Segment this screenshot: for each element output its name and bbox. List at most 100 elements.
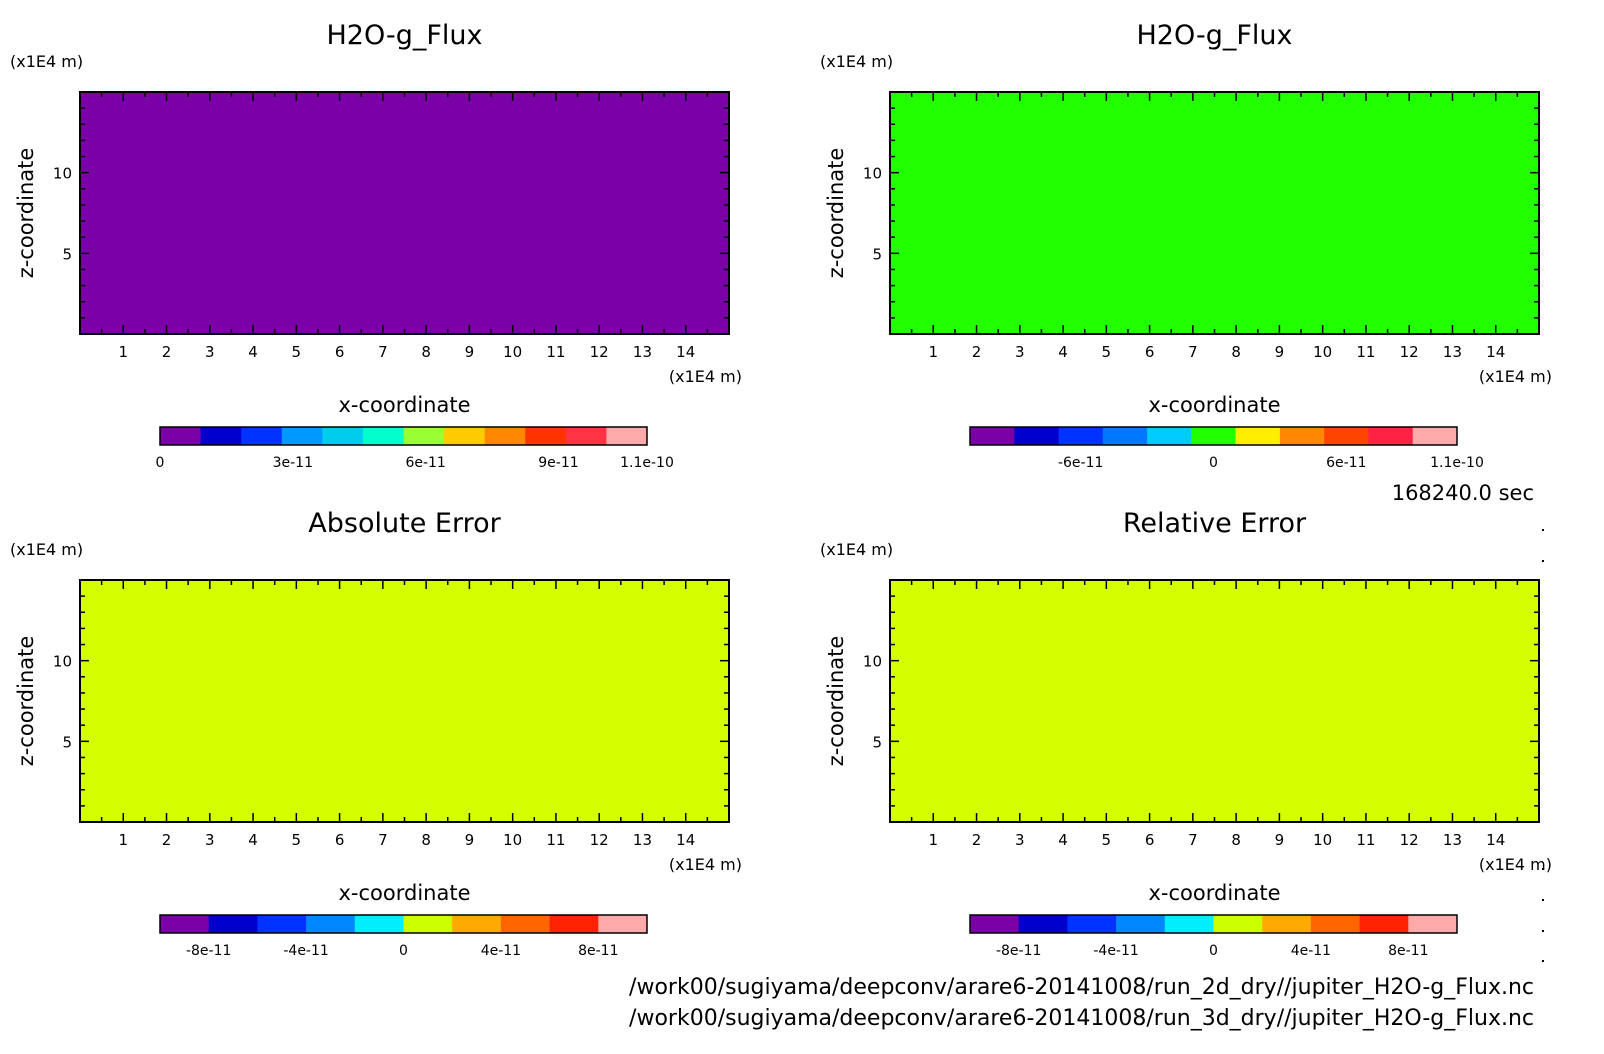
x-tick-label: 1 [928, 343, 938, 361]
x-tick-label: 10 [1313, 831, 1332, 849]
colorbar-segment [200, 427, 242, 445]
colorbar-segment [1368, 427, 1414, 445]
x-tick-label: 11 [1356, 831, 1375, 849]
x-tick-label: 8 [1231, 343, 1241, 361]
colorbar-label: 3e-11 [273, 455, 313, 471]
x-unit-label: (x1E4 m) [669, 855, 742, 874]
y-tick-label: 5 [62, 733, 72, 751]
x-tick-label: 1 [118, 343, 128, 361]
colorbar-segment [565, 427, 607, 445]
x-unit-label: (x1E4 m) [1479, 367, 1552, 386]
y-tick-label: 10 [53, 653, 72, 671]
colorbar-segment [306, 915, 356, 933]
x-tick-label: 12 [1400, 343, 1419, 361]
colorbar-segment [257, 915, 307, 933]
colorbar-label: 8e-11 [578, 943, 618, 959]
x-tick-label: 3 [205, 831, 215, 849]
colorbar-segment [160, 427, 202, 445]
y-tick-label: 5 [62, 245, 72, 263]
x-tick-label: 4 [248, 343, 258, 361]
x-tick-label: 5 [292, 343, 302, 361]
x-tick-label: 7 [378, 343, 388, 361]
colorbar-segment [500, 915, 551, 933]
x-tick-label: 1 [928, 831, 938, 849]
colorbar-segment [970, 427, 1015, 445]
x-tick-label: 13 [633, 831, 652, 849]
colorbar-segment [322, 427, 364, 445]
colorbar-segment [598, 915, 648, 933]
colorbar-label: -8e-11 [186, 943, 231, 959]
colorbar-segment [354, 915, 404, 933]
colorbar-segment [1191, 427, 1237, 445]
y-unit-label: (x1E4 m) [10, 52, 83, 71]
x-unit-label: (x1E4 m) [1479, 855, 1552, 874]
chart-title: H2O-g_Flux [1137, 20, 1293, 51]
y-tick-label: 10 [863, 653, 882, 671]
colorbar-segment [403, 427, 445, 445]
colorbar-segment [1359, 915, 1409, 933]
x-tick-label: 10 [503, 343, 522, 361]
x-tick-label: 5 [1102, 831, 1112, 849]
colorbar-frame [969, 426, 1458, 446]
decor-dot [1542, 560, 1544, 562]
x-tick-label: 13 [1443, 831, 1462, 849]
chart-title: H2O-g_Flux [327, 20, 483, 51]
x-tick-label: 9 [1275, 831, 1285, 849]
y-axis-label: z-coordinate [824, 636, 848, 767]
y-tick-label: 5 [872, 733, 882, 751]
colorbar-segment [208, 915, 258, 933]
x-tick-label: 2 [972, 831, 982, 849]
decor-dot [1542, 868, 1544, 870]
colorbar-segment [1164, 915, 1214, 933]
x-tick-label: 13 [633, 343, 652, 361]
colorbar-segment [1102, 427, 1148, 445]
colorbar-segment [452, 915, 502, 933]
colorbar-label: 0 [1209, 455, 1218, 471]
colorbar-segment [1279, 427, 1325, 445]
colorbar-label: 1.1e-10 [620, 455, 674, 471]
x-tick-label: 2 [162, 831, 172, 849]
colorbar-frame [159, 426, 648, 446]
colorbar-segment [1213, 915, 1263, 933]
x-tick-label: 8 [421, 831, 431, 849]
x-tick-label: 11 [546, 831, 565, 849]
x-tick-label: 4 [248, 831, 258, 849]
colorbar-segment [1310, 915, 1361, 933]
x-tick-label: 6 [1145, 831, 1155, 849]
x-tick-label: 9 [465, 831, 475, 849]
x-tick-label: 11 [546, 343, 565, 361]
x-tick-label: 6 [335, 831, 345, 849]
y-unit-label: (x1E4 m) [820, 540, 893, 559]
x-tick-label: 14 [676, 831, 695, 849]
x-axis-label: x-coordinate [338, 881, 470, 905]
x-tick-label: 10 [1313, 343, 1332, 361]
colorbar-label: 4e-11 [481, 943, 521, 959]
x-tick-label: 9 [465, 343, 475, 361]
x-axis-label: x-coordinate [1148, 881, 1280, 905]
y-unit-label: (x1E4 m) [820, 52, 893, 71]
x-axis-label: x-coordinate [338, 393, 470, 417]
colorbar-label: 6e-11 [1326, 455, 1366, 471]
colorbar-segment [1324, 427, 1369, 445]
x-tick-label: 3 [1015, 343, 1025, 361]
x-tick-label: 12 [1400, 831, 1419, 849]
decor-dot [1542, 930, 1544, 932]
heatmap-field [890, 92, 1539, 334]
colorbar-segment [1018, 915, 1068, 933]
colorbar-segment [160, 915, 210, 933]
x-tick-label: 2 [162, 343, 172, 361]
x-tick-label: 3 [1015, 831, 1025, 849]
colorbar-frame [159, 914, 648, 934]
colorbar-label: 6e-11 [405, 455, 445, 471]
y-tick-label: 10 [53, 165, 72, 183]
x-tick-label: 11 [1356, 343, 1375, 361]
y-axis-label: z-coordinate [14, 636, 38, 767]
x-tick-label: 7 [378, 831, 388, 849]
x-tick-label: 6 [335, 343, 345, 361]
colorbar-label: 4e-11 [1291, 943, 1331, 959]
colorbar-label: -6e-11 [1058, 455, 1103, 471]
x-tick-label: 3 [205, 343, 215, 361]
heatmap-field [890, 580, 1539, 822]
x-tick-label: 5 [292, 831, 302, 849]
colorbar-segment [606, 427, 648, 445]
